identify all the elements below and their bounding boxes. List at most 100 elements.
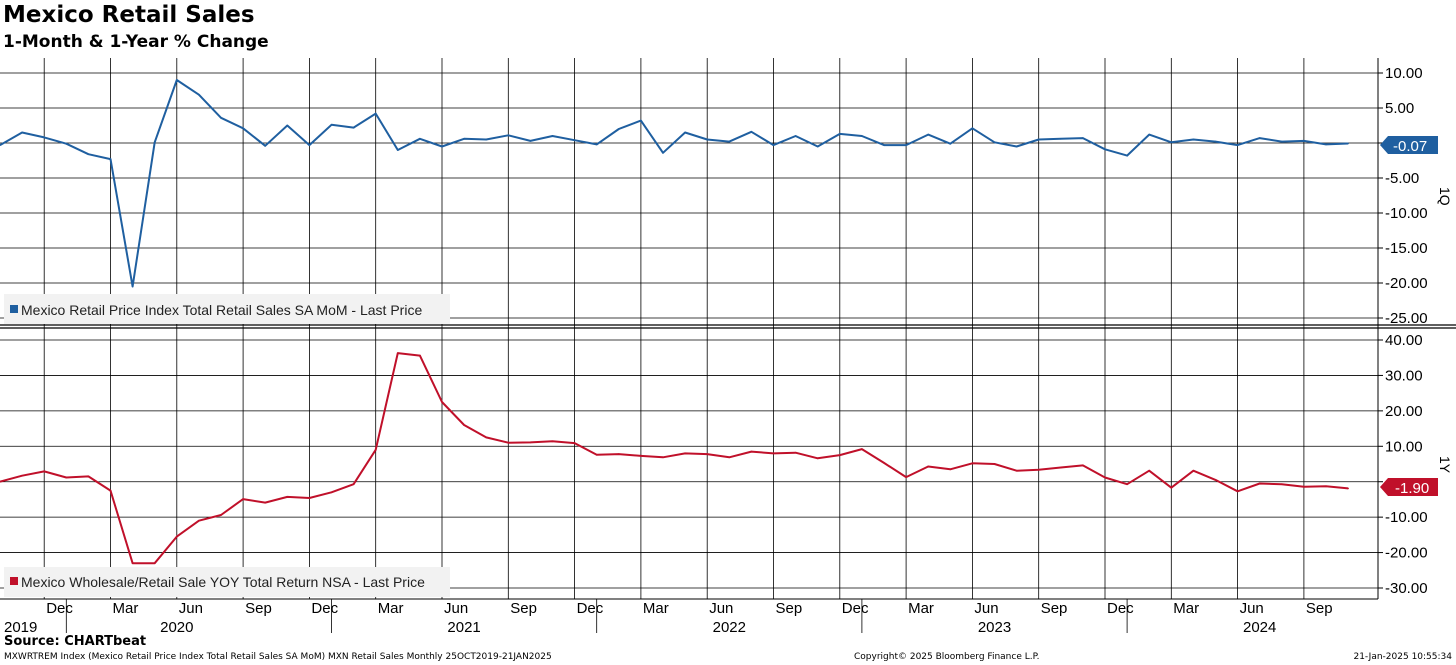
y-tick-label: -15.00 (1385, 240, 1428, 257)
mom-data-point (374, 112, 377, 115)
yoy-data-point (463, 424, 465, 426)
mom-data-point (618, 128, 620, 130)
top-panel-period-label: 1Q (1437, 187, 1453, 206)
yoy-data-point (1325, 485, 1327, 488)
x-tick-year: 2022 (713, 619, 746, 636)
x-tick-month: Dec (311, 600, 338, 617)
x-tick-month: Mar (908, 600, 934, 617)
y-tick-label: -10.00 (1385, 509, 1428, 526)
mom-data-point (485, 138, 488, 141)
mom-data-point (640, 119, 642, 122)
x-tick-year: 2020 (160, 619, 193, 636)
chart-title: Mexico Retail Sales (3, 2, 255, 28)
yoy-data-point (839, 454, 841, 456)
y-tick-label: -5.00 (1385, 170, 1419, 187)
y-tick-label: 10.00 (1385, 438, 1423, 455)
yoy-data-point (1236, 490, 1239, 493)
mom-data-point (728, 140, 731, 143)
mom-data-point (1170, 141, 1173, 144)
yoy-data-point (1303, 485, 1305, 488)
mom-data-point (706, 138, 708, 141)
mom-data-point (551, 135, 554, 137)
bottom-last-value-tag (1380, 478, 1438, 496)
mom-series-line (0, 79, 1349, 288)
mom-data-point (264, 145, 267, 147)
bottom-last-value: -1.90 (1395, 480, 1429, 497)
mom-data-point (684, 131, 686, 134)
mom-data-point (242, 127, 244, 130)
yoy-data-point (153, 562, 156, 564)
yoy-series-line (0, 352, 1349, 565)
mom-data-point (949, 142, 952, 145)
x-tick-year: 2023 (978, 619, 1011, 636)
yoy-data-point (1258, 482, 1261, 485)
yoy-data-point (816, 457, 819, 460)
mom-data-point (883, 144, 885, 146)
x-tick-month: Jun (974, 600, 998, 617)
footer-timestamp: 21-Jan-2025 10:55:34 (1353, 652, 1452, 662)
yoy-data-point (264, 501, 267, 504)
x-tick-year: 2024 (1243, 619, 1276, 636)
x-tick-month: Sep (1041, 600, 1068, 617)
mom-data-point (308, 144, 311, 146)
mom-data-point (1192, 138, 1195, 141)
yoy-data-point (1037, 468, 1040, 471)
mom-data-point (109, 158, 112, 160)
yoy-data-point (971, 462, 974, 465)
bottom-legend-label: Mexico Wholesale/Retail Sale YOY Total R… (21, 574, 425, 590)
mom-data-point (839, 133, 841, 135)
bottom-legend-swatch (10, 577, 18, 585)
mom-data-point (1104, 148, 1106, 151)
mom-data-point (1082, 137, 1084, 139)
yoy-data-point (352, 483, 355, 485)
mom-data-point (176, 79, 178, 81)
y-tick-label: -10.00 (1385, 205, 1428, 222)
mom-data-point (352, 126, 355, 129)
yoy-data-point (485, 436, 488, 439)
yoy-data-point (794, 451, 797, 454)
yoy-data-point (21, 474, 23, 477)
yoy-data-point (1104, 476, 1106, 479)
x-tick-month: Sep (510, 600, 537, 617)
yoy-data-point (131, 562, 134, 564)
yoy-data-point (242, 498, 244, 500)
yoy-data-point (507, 441, 510, 444)
mom-data-point (1236, 144, 1239, 146)
mom-data-point (1037, 138, 1040, 141)
mom-data-point (1015, 145, 1018, 148)
mom-data-point (905, 144, 907, 146)
footer-source: Source: CHARTbeat (4, 634, 147, 649)
yoy-data-point (441, 401, 443, 403)
yoy-data-point (772, 452, 775, 455)
yoy-data-point (861, 448, 863, 450)
yoy-data-point (1015, 469, 1018, 472)
x-tick-year: 2019 (4, 619, 37, 636)
yoy-data-point (286, 496, 289, 498)
y-tick-label: -20.00 (1385, 275, 1428, 292)
mom-data-point (1126, 154, 1128, 157)
yoy-data-point (573, 442, 576, 444)
mom-data-point (662, 152, 664, 154)
x-tick-month: Dec (46, 600, 73, 617)
yoy-data-point (595, 453, 598, 456)
yoy-data-point (750, 450, 753, 453)
yoy-data-point (949, 468, 952, 471)
x-tick-month: Sep (245, 600, 272, 617)
mom-data-point (1258, 137, 1261, 139)
yoy-data-point (905, 476, 907, 478)
yoy-data-point (662, 456, 664, 459)
yoy-data-point (883, 462, 885, 464)
mom-data-point (441, 145, 443, 148)
mom-data-point (529, 140, 532, 142)
yoy-data-point (529, 441, 532, 444)
yoy-data-point (1281, 483, 1283, 485)
mom-data-point (131, 285, 134, 288)
footer-description: MXWRTREM Index (Mexico Retail Price Inde… (4, 652, 552, 662)
x-tick-month: Dec (577, 600, 604, 617)
yoy-data-point (1126, 483, 1128, 485)
x-tick-month: Jun (179, 600, 203, 617)
mom-data-point (507, 134, 510, 137)
yoy-data-point (65, 476, 68, 479)
y-tick-label: -25.00 (1385, 310, 1428, 327)
